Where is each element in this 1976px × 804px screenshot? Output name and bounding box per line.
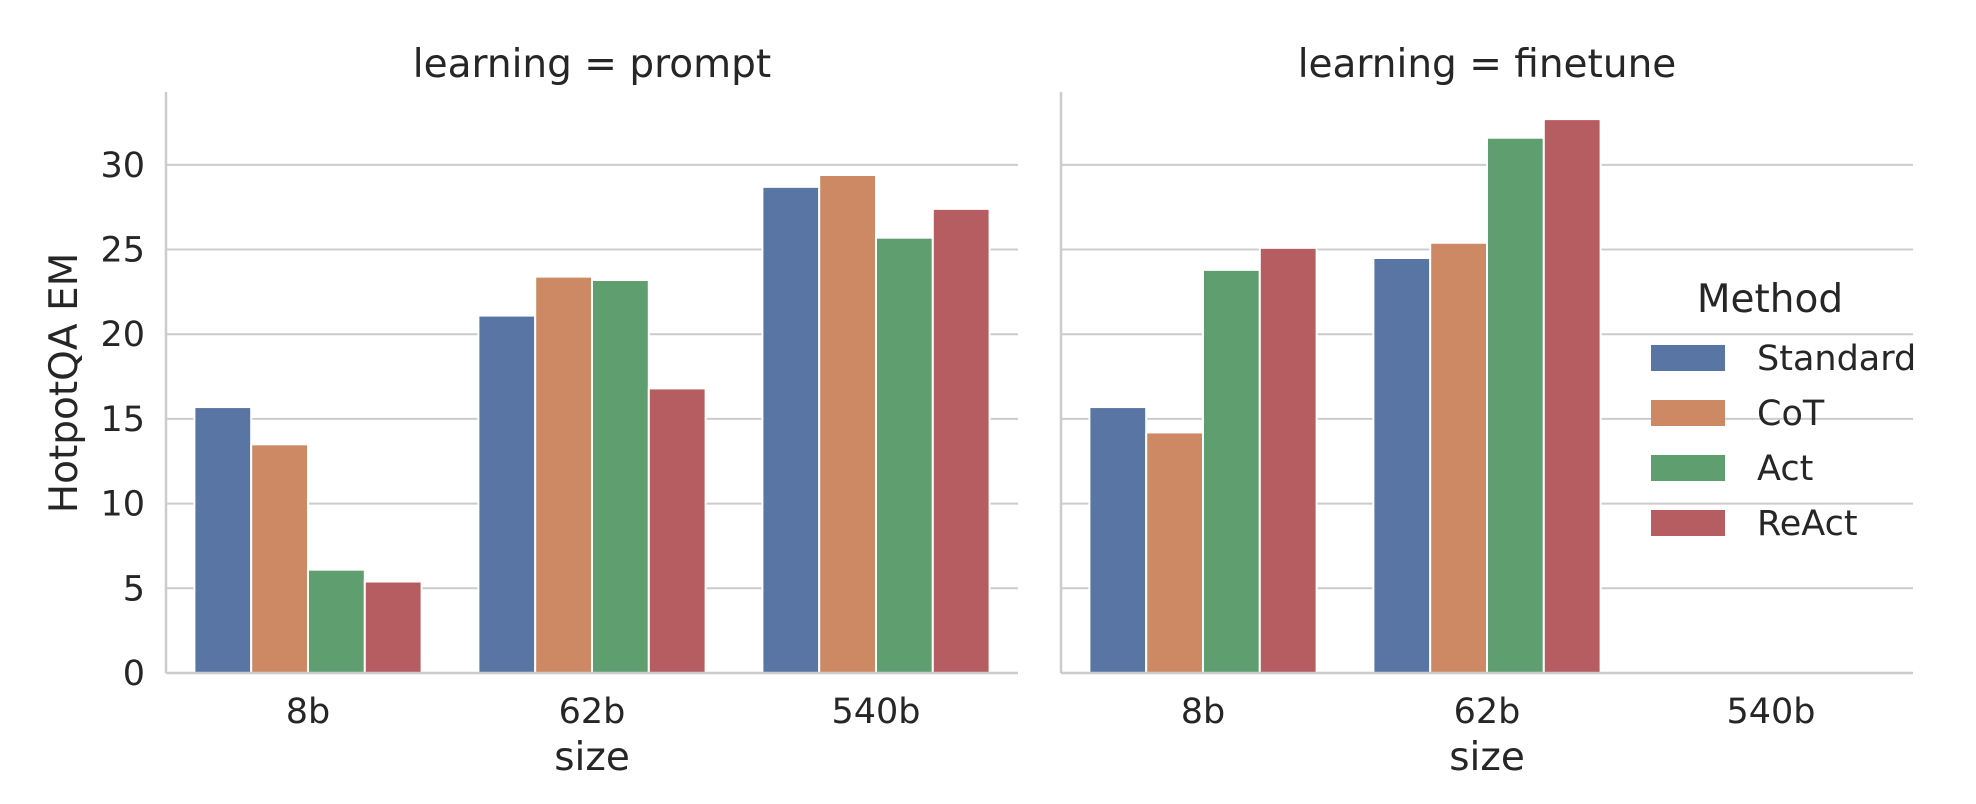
y-tick-label: 5: [123, 569, 145, 609]
x-tick-label: 540b: [1726, 692, 1815, 732]
y-axis-label: HotpotQA EM: [42, 253, 87, 513]
bar-standard-540b: [761, 185, 821, 674]
panel-1: 8b 62b 540b size learning = prompt: [164, 42, 1018, 780]
y-tick-label: 30: [100, 146, 145, 186]
bar-cot-62b: [534, 275, 594, 674]
y-tick-label: 25: [100, 231, 145, 271]
x-tick-label: 8b: [1181, 692, 1226, 732]
legend-label-act: Act: [1757, 449, 1813, 489]
x-tick-label: 62b: [559, 692, 626, 732]
x-tick-label: 62b: [1454, 692, 1521, 732]
bar-cot-62b: [1429, 241, 1488, 674]
bar-standard-8b: [1088, 406, 1148, 674]
y-axis: 0 5 10 15 20 25 30 HotpotQA EM: [42, 146, 145, 694]
y-tick-label: 20: [100, 315, 145, 355]
legend-label-react: ReAct: [1757, 504, 1858, 544]
legend-title: Method: [1697, 277, 1843, 322]
bar-react-62b: [1542, 118, 1602, 674]
legend-swatch-act: [1651, 455, 1725, 481]
bar-act-62b: [591, 279, 650, 674]
bar-standard-62b: [1372, 257, 1432, 674]
x-axis-label: size: [1449, 735, 1525, 780]
x-tick-label: 8b: [286, 692, 331, 732]
bar-cot-8b: [250, 443, 309, 674]
legend-label-standard: Standard: [1757, 339, 1916, 379]
bar-cot-8b: [1145, 431, 1204, 674]
legend-label-cot: CoT: [1757, 394, 1825, 434]
bar-react-8b: [363, 580, 423, 675]
legend-swatch-standard: [1651, 345, 1725, 371]
bar-act-8b: [1202, 268, 1261, 674]
bar-act-62b: [1486, 136, 1545, 675]
bar-act-540b: [875, 236, 934, 674]
bar-react-62b: [647, 387, 707, 674]
bar-standard-62b: [477, 314, 537, 674]
bar-cot-540b: [818, 174, 878, 674]
y-tick-label: 0: [123, 654, 145, 694]
bar-react-540b: [931, 207, 991, 674]
bar-act-8b: [307, 568, 366, 674]
y-tick-label: 15: [100, 400, 145, 440]
panel-2: 8b 62b 540b size learning = finetune: [1059, 42, 1913, 780]
bar-react-8b: [1258, 246, 1318, 674]
legend-swatch-react: [1651, 510, 1725, 536]
y-tick-label: 10: [100, 485, 145, 525]
bar-standard-8b: [193, 406, 253, 674]
panel-title: learning = prompt: [413, 42, 771, 87]
panel-title: learning = finetune: [1298, 42, 1677, 87]
legend-swatch-cot: [1651, 400, 1725, 426]
panels-layer: 8b 62b 540b size learning = prompt 8b 62b 540b s…: [164, 42, 1913, 780]
x-tick-label: 540b: [831, 692, 920, 732]
x-axis-label: size: [554, 735, 630, 780]
legend: Method Standard CoT Act ReAct: [1651, 277, 1916, 544]
